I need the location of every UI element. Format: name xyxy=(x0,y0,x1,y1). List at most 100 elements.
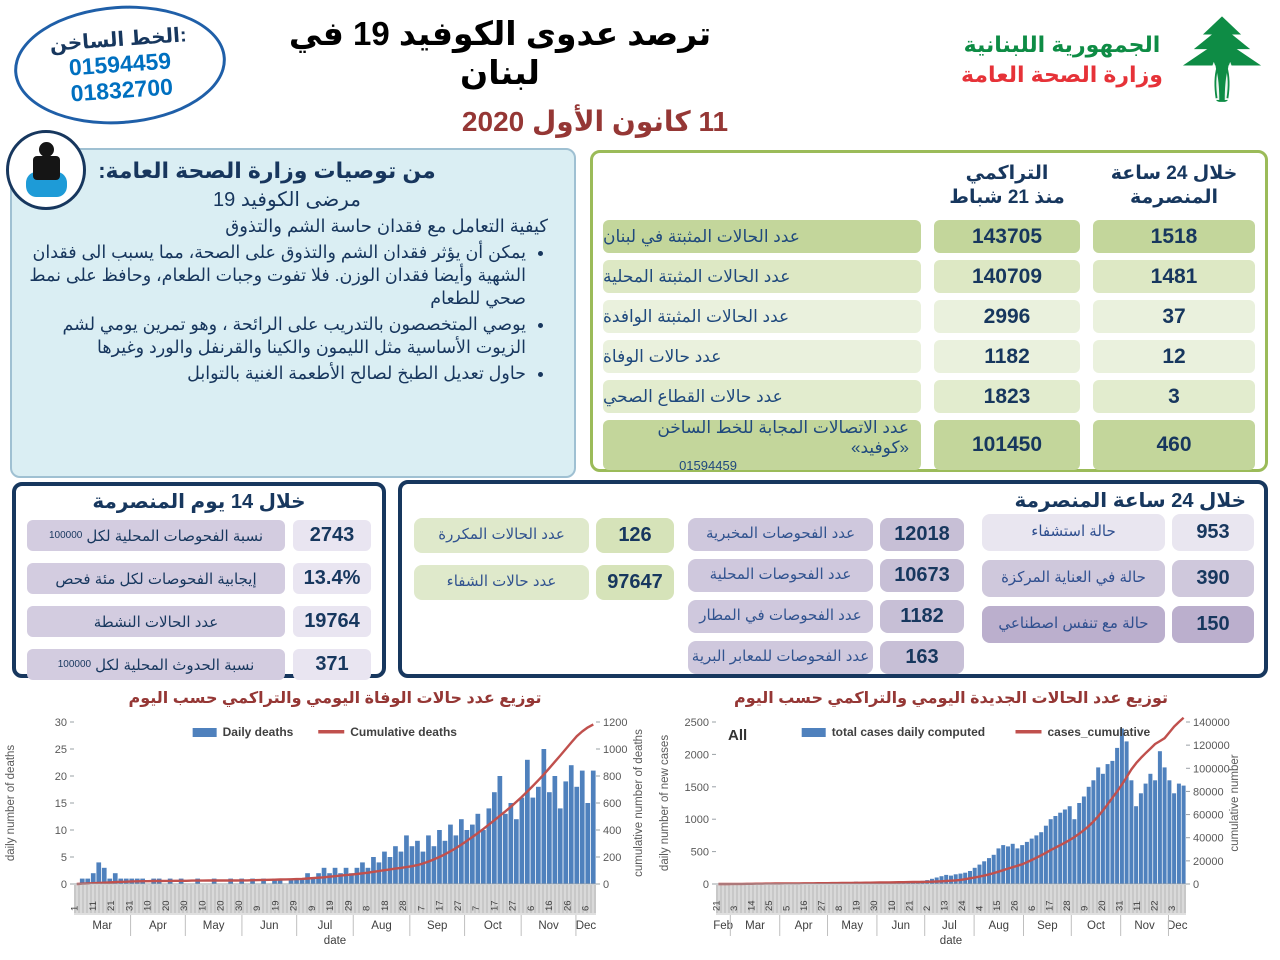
legend-label: cases_cumulative xyxy=(1048,725,1151,739)
fourteen-day-row-value: 371 xyxy=(293,649,371,680)
svg-text:Mar: Mar xyxy=(745,920,765,932)
svg-text:25: 25 xyxy=(764,900,775,911)
svg-text:15: 15 xyxy=(55,798,67,810)
svg-text:0: 0 xyxy=(1193,879,1199,891)
svg-text:1000: 1000 xyxy=(685,814,709,826)
svg-text:May: May xyxy=(203,920,225,932)
ministry-name: الجمهورية اللبنانية وزارة الصحة العامة xyxy=(956,32,1168,88)
svg-text:0: 0 xyxy=(703,879,709,891)
column-header-cumulative: التراكمي منذ 21 شباط xyxy=(949,163,1065,208)
cedar-tree-icon xyxy=(1182,16,1262,102)
hospitalization-row-value: 953 xyxy=(1172,514,1254,551)
fourteen-day-row-value: 2743 xyxy=(293,520,371,551)
svg-text:20: 20 xyxy=(216,900,227,911)
per-100000-suffix: 100000 xyxy=(57,659,92,670)
svg-text:20: 20 xyxy=(1097,900,1108,911)
person-body-icon xyxy=(33,156,60,180)
stats-24h-value: 3 xyxy=(1093,380,1255,413)
stats-row-label: عدد الاتصالات المجابة للخط الساخن «كوفيد… xyxy=(603,418,921,473)
legend-label: total cases daily computed xyxy=(832,725,985,739)
chart-corner-label: All xyxy=(728,727,747,744)
stats-row-label: عدد الحالات المثبتة في لبنان xyxy=(603,220,921,253)
left-axis-title: daily number of new cases xyxy=(659,735,671,871)
svg-text:13: 13 xyxy=(939,900,950,911)
svg-text:28: 28 xyxy=(1062,900,1073,911)
svg-text:21: 21 xyxy=(106,900,117,911)
page-title: ترصد عدوى الكوفيد 19 في لبنان xyxy=(288,15,712,91)
stats-24h-value: 12 xyxy=(1093,340,1255,373)
hotline-badge: الخط الساخن: 01594459 01832700 xyxy=(10,0,230,132)
tests-row-value: 1182 xyxy=(880,600,964,633)
twenty-four-hour-title: خلال 24 ساعة المنصرمة xyxy=(1014,490,1246,512)
right-axis-title: cumulative number xyxy=(1229,754,1241,851)
svg-text:17: 17 xyxy=(489,900,500,911)
fourteen-day-row-label: إيجابية الفحوصات لكل مئة فحص xyxy=(27,563,285,594)
tests-row-value: 163 xyxy=(880,641,964,674)
svg-text:800: 800 xyxy=(603,771,621,783)
svg-text:26: 26 xyxy=(562,900,573,911)
svg-text:20: 20 xyxy=(55,771,67,783)
svg-text:9: 9 xyxy=(307,906,318,911)
svg-text:19: 19 xyxy=(270,900,281,911)
fourteen-day-row-label: نسبة الفحوصات المحلية لكل 100000 xyxy=(27,520,285,551)
svg-text:20000: 20000 xyxy=(1193,856,1224,868)
cases-summary-table: التراكمي منذ 21 شباط خلال 24 ساعة المنصر… xyxy=(590,150,1268,473)
svg-text:19: 19 xyxy=(325,900,336,911)
svg-text:20: 20 xyxy=(161,900,172,911)
recovered-row-value: 126 xyxy=(596,518,674,553)
svg-text:1: 1 xyxy=(70,906,81,911)
svg-text:3: 3 xyxy=(1167,906,1178,911)
svg-text:6: 6 xyxy=(581,906,592,911)
hospitalization-group: حالة استشفاء 953 حالة في العناية المركزة 39… xyxy=(982,514,1254,643)
stats-row-label: عدد حالات الوفاة xyxy=(603,340,921,373)
recommendations-intro: كيفية التعامل مع فقدان حاسة الشم والتذوق xyxy=(225,216,548,236)
svg-text:17: 17 xyxy=(1044,900,1055,911)
svg-text:27: 27 xyxy=(453,900,464,911)
svg-text:10: 10 xyxy=(143,900,154,911)
hospitalization-row-label: حالة استشفاء xyxy=(982,514,1165,551)
svg-text:6: 6 xyxy=(1027,906,1038,911)
x-axis-title: date xyxy=(940,935,962,947)
svg-text:31: 31 xyxy=(1115,900,1126,911)
hospitalization-row-value: 150 xyxy=(1172,606,1254,643)
right-axis-title: cumulative number of deaths xyxy=(633,729,645,877)
svg-text:25: 25 xyxy=(55,744,67,756)
stats-row-label: عدد الحالات المثبتة الوافدة xyxy=(603,300,921,333)
cumulative-line-series xyxy=(718,716,1185,886)
svg-text:19: 19 xyxy=(852,900,863,911)
svg-text:30: 30 xyxy=(869,900,880,911)
twenty-four-hour-box: خلال 24 ساعة المنصرمة عدد الحالات المكرر… xyxy=(398,480,1268,678)
report-header: ترصد عدوى الكوفيد 19 في لبنان 11 كانون ا… xyxy=(250,14,750,138)
svg-text:500: 500 xyxy=(691,847,709,859)
tests-row-value: 10673 xyxy=(880,559,964,592)
column-header-24h: خلال 24 ساعة المنصرمة xyxy=(1110,163,1238,208)
x-tick-band xyxy=(74,885,596,913)
svg-text:4: 4 xyxy=(974,906,985,911)
stats-24h-value: 1481 xyxy=(1093,260,1255,293)
svg-text:21: 21 xyxy=(712,900,723,911)
fourteen-day-row-label: عدد الحالات النشطة xyxy=(27,606,285,637)
svg-text:1500: 1500 xyxy=(685,782,709,794)
svg-text:16: 16 xyxy=(544,900,555,911)
hospitalization-row-label: حالة في العناية المركزة xyxy=(982,560,1165,597)
svg-text:24: 24 xyxy=(957,900,968,911)
x-axis-title: date xyxy=(324,935,346,947)
fourteen-day-title: خلال 14 يوم المنصرمة xyxy=(92,491,306,513)
svg-text:80000: 80000 xyxy=(1193,786,1224,798)
tests-row-value: 12018 xyxy=(880,518,964,551)
svg-text:6: 6 xyxy=(526,906,537,911)
svg-text:Sep: Sep xyxy=(427,920,447,932)
svg-text:120000: 120000 xyxy=(1193,740,1230,752)
recommendation-item: يمكن أن يؤثر فقدان الشم والتذوق على الصح… xyxy=(26,241,526,310)
tests-group: عدد الفحوصات المخبرية 12018 عدد الفحوصات ا… xyxy=(688,518,964,674)
stats-row-label: عدد حالات القطاع الصحي xyxy=(603,380,921,413)
svg-text:7: 7 xyxy=(471,906,482,911)
recovered-row-value: 97647 xyxy=(596,565,674,600)
svg-text:May: May xyxy=(841,920,863,932)
stats-24h-value: 460 xyxy=(1093,420,1255,470)
svg-text:14: 14 xyxy=(747,900,758,911)
tests-row-label: عدد الفحوصات المحلية xyxy=(688,559,873,592)
svg-text:200: 200 xyxy=(603,852,621,864)
fourteen-day-row-value: 13.4% xyxy=(293,563,371,594)
hotline-number-2: 01832700 xyxy=(69,72,174,106)
